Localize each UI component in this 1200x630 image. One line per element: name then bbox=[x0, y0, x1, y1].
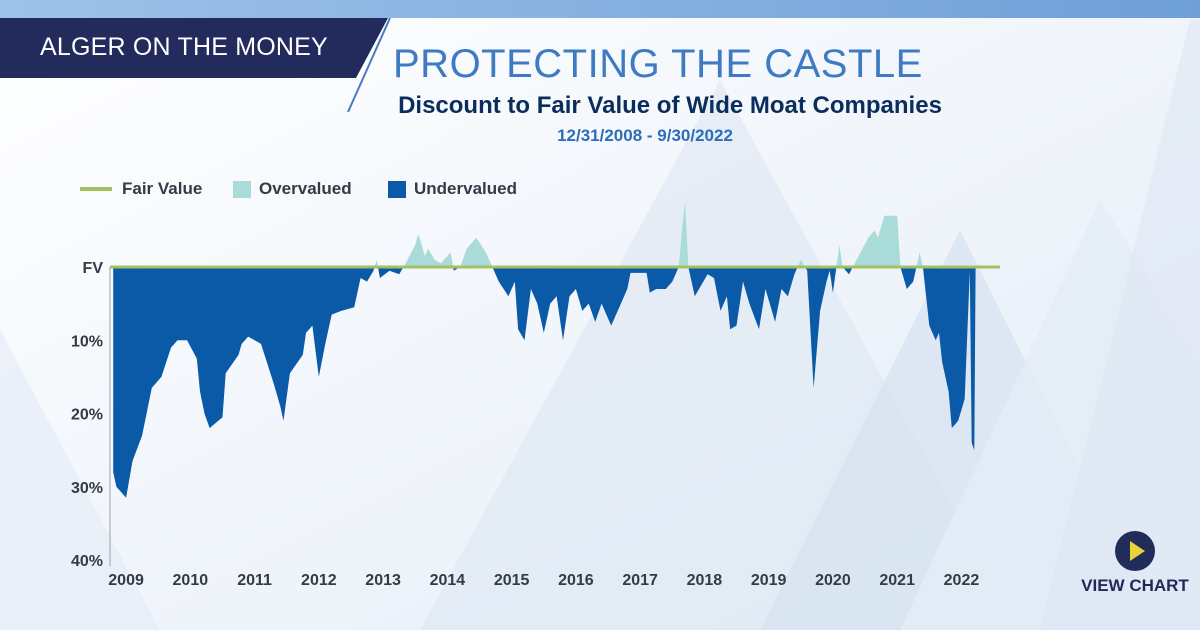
x-tick-label: 2010 bbox=[173, 572, 209, 589]
legend-label: Undervalued bbox=[414, 179, 517, 198]
overvalued-swatch bbox=[233, 180, 251, 198]
x-tick-label: 2019 bbox=[751, 572, 787, 589]
y-tick-label: 20% bbox=[71, 407, 103, 424]
view-chart-button[interactable] bbox=[1115, 531, 1155, 571]
x-tick-label: 2014 bbox=[430, 572, 466, 589]
x-tick-label: 2021 bbox=[879, 572, 915, 589]
x-tick-label: 2012 bbox=[301, 572, 337, 589]
series-label: ALGER ON THE MONEY bbox=[40, 33, 328, 61]
y-tick-label: FV bbox=[83, 260, 104, 277]
legend-item-undervalued: Undervalued bbox=[388, 179, 517, 199]
x-tick-label: 2015 bbox=[494, 572, 530, 589]
x-tick-label: 2016 bbox=[558, 572, 594, 589]
undervalued-area bbox=[113, 267, 976, 498]
fair-value-swatch bbox=[80, 187, 112, 191]
view-chart-link[interactable]: VIEW CHART bbox=[1081, 576, 1189, 595]
x-tick-label: 2013 bbox=[365, 572, 401, 589]
y-tick-label: 40% bbox=[71, 553, 103, 570]
x-tick-label: 2009 bbox=[108, 572, 144, 589]
x-tick-label: 2022 bbox=[944, 572, 980, 589]
legend-label: Overvalued bbox=[259, 179, 352, 198]
y-tick-label: 10% bbox=[71, 333, 103, 350]
legend-item-fair-value: Fair Value bbox=[80, 179, 202, 199]
play-icon bbox=[1130, 541, 1145, 561]
page-title: PROTECTING THE CASTLE bbox=[393, 42, 923, 86]
x-tick-label: 2011 bbox=[237, 572, 272, 589]
x-tick-label: 2017 bbox=[622, 572, 658, 589]
header-tab bbox=[0, 18, 388, 78]
legend-item-overvalued: Overvalued bbox=[233, 179, 352, 199]
chart-subtitle: 12/31/2008 - 9/30/2022 bbox=[557, 126, 733, 145]
overvalued-area bbox=[113, 201, 976, 267]
chart-title: Discount to Fair Value of Wide Moat Comp… bbox=[398, 92, 942, 119]
x-tick-label: 2018 bbox=[687, 572, 723, 589]
top-band bbox=[0, 0, 1200, 18]
x-tick-label: 2020 bbox=[815, 572, 851, 589]
y-tick-label: 30% bbox=[71, 480, 103, 497]
undervalued-swatch bbox=[388, 180, 406, 198]
legend-label: Fair Value bbox=[122, 179, 203, 198]
